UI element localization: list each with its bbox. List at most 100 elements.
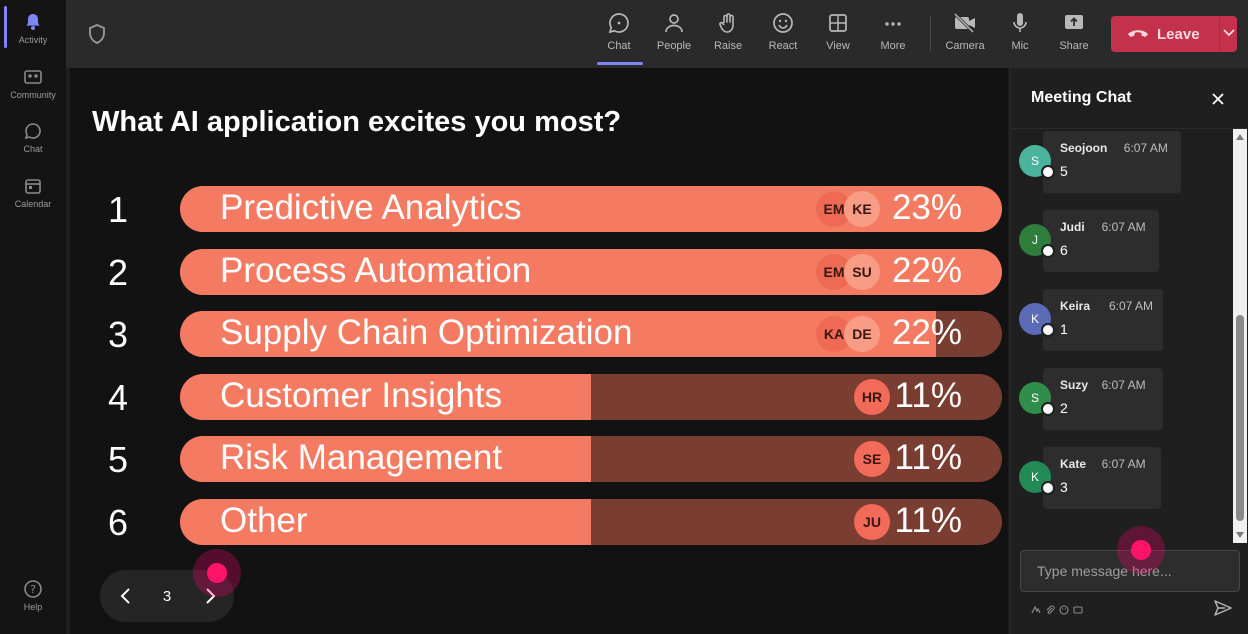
- prev-page-button[interactable]: [114, 584, 138, 608]
- format-icon[interactable]: [1031, 602, 1041, 614]
- sender-name: Suzy: [1060, 378, 1089, 392]
- chat-icon: [23, 121, 43, 141]
- poll-option-bar: Supply Chain Optimization KA DE 22%: [180, 311, 1002, 357]
- gif-icon[interactable]: [1073, 602, 1083, 614]
- smiley-icon: [758, 10, 808, 36]
- hand-icon: [703, 10, 753, 36]
- rail-item-chat[interactable]: Chat: [0, 121, 66, 154]
- close-chat-button[interactable]: [1209, 90, 1227, 108]
- poll-option-label: Customer Insights: [220, 376, 503, 415]
- tool-more-button[interactable]: More: [868, 10, 918, 52]
- leave-main[interactable]: Leave: [1111, 26, 1219, 43]
- emoji-icon[interactable]: [1059, 602, 1069, 615]
- voter-avatar: DE: [844, 316, 880, 352]
- svg-text:?: ?: [30, 583, 36, 596]
- leave-options-button[interactable]: [1220, 25, 1237, 43]
- tool-label: View: [826, 40, 850, 52]
- message-time: 6:07 AM: [1101, 220, 1146, 234]
- scroll-thumb[interactable]: [1236, 315, 1244, 521]
- sender-name: Kate: [1060, 457, 1087, 471]
- tool-mic-button[interactable]: Mic: [995, 10, 1045, 52]
- voter-avatar: JU: [854, 504, 890, 540]
- message-bubble: Suzy 6:07 AM 2: [1043, 368, 1163, 430]
- message-text: 6: [1060, 242, 1068, 258]
- tool-chat-button[interactable]: Chat: [594, 10, 644, 52]
- chevron-down-icon: [1222, 25, 1236, 43]
- message-bubble: Judi 6:07 AM 6: [1043, 210, 1159, 272]
- tool-camera-button[interactable]: Camera: [940, 10, 990, 52]
- chat-message[interactable]: Suzy 6:07 AM 2 S: [1011, 368, 1233, 432]
- cursor-dot: [1131, 540, 1151, 560]
- message-text: 2: [1060, 400, 1068, 416]
- poll-option-row[interactable]: 4 Customer Insights HR 11%: [70, 374, 1008, 422]
- scroll-down-arrow-icon[interactable]: [1236, 532, 1244, 538]
- chat-scrollbar[interactable]: [1233, 129, 1247, 543]
- poll-option-percent: 11%: [894, 438, 962, 477]
- poll-option-fill: [180, 499, 591, 545]
- poll-option-bar: Risk Management SE 11%: [180, 436, 1002, 482]
- scroll-up-arrow-icon[interactable]: [1236, 134, 1244, 140]
- poll-option-percent: 22%: [891, 313, 962, 352]
- rail-item-calendar[interactable]: Calendar: [0, 176, 66, 209]
- poll-option-rank: 5: [108, 439, 129, 480]
- tool-label: Chat: [607, 40, 631, 52]
- chat-header: Meeting Chat: [1011, 68, 1248, 129]
- tool-raise-button[interactable]: Raise: [703, 10, 753, 52]
- tool-share-button[interactable]: Share: [1049, 10, 1099, 52]
- camera-off-icon: [940, 10, 990, 36]
- poll-option-bar: Customer Insights HR 11%: [180, 374, 1002, 420]
- poll-option-rank: 6: [108, 502, 129, 543]
- poll-option-row[interactable]: 3 Supply Chain Optimization KA DE 22%: [70, 311, 1008, 359]
- page-number: 3: [162, 588, 172, 605]
- chevron-left-icon: [114, 588, 138, 612]
- chat-message-list[interactable]: Seojoon 6:07 AM 5 S Judi 6:07 AM 6 J Keira 6:07 A…: [1011, 129, 1233, 543]
- poll-option-percent: 11%: [894, 376, 962, 415]
- message-text: 3: [1060, 479, 1068, 495]
- chat-message-input[interactable]: [1021, 551, 1239, 591]
- poll-option-row[interactable]: 5 Risk Management SE 11%: [70, 436, 1008, 484]
- more-icon: [868, 10, 918, 36]
- avatar[interactable]: S: [1019, 382, 1051, 414]
- voter-avatar: EM: [816, 191, 852, 227]
- poll-option-fill: [180, 311, 936, 357]
- active-tool-indicator: [597, 62, 643, 65]
- poll-option-row[interactable]: 1 Predictive Analytics EM KE 23%: [70, 186, 1008, 234]
- tool-view-button[interactable]: View: [813, 10, 863, 52]
- chat-message[interactable]: Kate 6:07 AM 3 K: [1011, 447, 1233, 511]
- poll-option-row[interactable]: 6 Other JU 11%: [70, 499, 1008, 547]
- tool-people-button[interactable]: People: [649, 10, 699, 52]
- chat-title: Meeting Chat: [1031, 89, 1132, 106]
- tool-label: React: [768, 40, 798, 52]
- chevron-right-icon: [198, 588, 222, 612]
- chat-compose-box[interactable]: [1020, 550, 1240, 592]
- cursor-indicator: [1117, 526, 1165, 574]
- rail-item-community[interactable]: Community: [0, 67, 66, 100]
- message-time: 6:07 AM: [1101, 457, 1146, 471]
- poll-option-row[interactable]: 2 Process Automation EM SU 22%: [70, 249, 1008, 297]
- mic-icon: [995, 10, 1045, 36]
- chat-message[interactable]: Keira 6:07 AM 1 K: [1011, 289, 1233, 353]
- chat-message[interactable]: Judi 6:07 AM 6 J: [1011, 210, 1233, 274]
- tool-react-button[interactable]: React: [758, 10, 808, 52]
- poll-option-label: Supply Chain Optimization: [220, 313, 633, 352]
- attach-icon[interactable]: [1045, 602, 1055, 614]
- poll-option-percent: 11%: [894, 501, 962, 540]
- rail-item-activity[interactable]: Activity: [0, 12, 66, 45]
- calendar-icon: [23, 176, 43, 196]
- tool-label: More: [880, 40, 906, 52]
- presence-status-icon: [1041, 323, 1055, 337]
- shield-icon[interactable]: [88, 24, 106, 44]
- chat-message[interactable]: Seojoon 6:07 AM 5 S: [1011, 131, 1233, 195]
- phone-hangup-icon: [1127, 26, 1149, 43]
- cursor-indicator: [193, 549, 241, 597]
- poll-option-fill: [180, 374, 591, 420]
- rail-item-help[interactable]: ? Help: [0, 579, 66, 612]
- toolbar-divider: [930, 16, 931, 52]
- send-button[interactable]: [1213, 598, 1233, 618]
- leave-button[interactable]: Leave: [1111, 16, 1237, 52]
- poll-option-rank: 2: [108, 252, 129, 293]
- rail-active-indicator: [4, 6, 7, 48]
- message-time: 6:07 AM: [1109, 299, 1154, 313]
- meeting-chat-panel: Meeting Chat Seojoon 6:07 AM 5 S Judi 6:07 AM…: [1010, 68, 1248, 634]
- next-page-button[interactable]: [198, 584, 222, 608]
